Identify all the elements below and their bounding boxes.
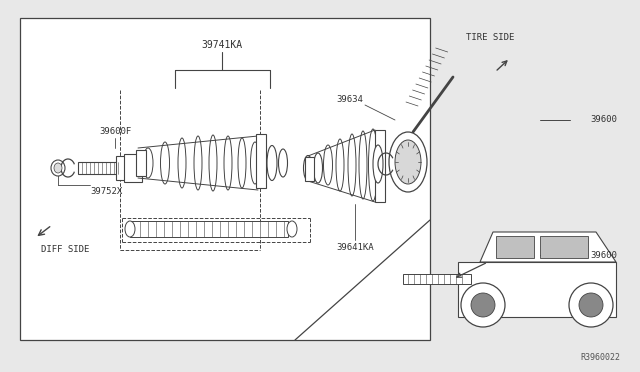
Ellipse shape — [54, 163, 62, 173]
Ellipse shape — [238, 138, 246, 188]
Ellipse shape — [178, 138, 186, 188]
Bar — [20, 18, 430, 340]
Circle shape — [471, 293, 495, 317]
Bar — [130, 221, 288, 237]
Text: 39600F: 39600F — [99, 128, 131, 137]
Ellipse shape — [369, 129, 378, 201]
Text: 39741KA: 39741KA — [202, 40, 243, 50]
Bar — [403, 274, 471, 284]
Ellipse shape — [209, 135, 217, 191]
Ellipse shape — [336, 139, 344, 191]
Ellipse shape — [161, 142, 170, 184]
Ellipse shape — [143, 148, 153, 178]
Text: DIFF SIDE: DIFF SIDE — [41, 246, 89, 254]
Text: R3960022: R3960022 — [580, 353, 620, 362]
Bar — [124, 154, 142, 182]
Ellipse shape — [278, 149, 287, 177]
Text: 39634: 39634 — [337, 96, 364, 105]
Ellipse shape — [224, 136, 232, 190]
Bar — [136, 150, 146, 176]
Circle shape — [569, 283, 613, 327]
Bar — [256, 134, 266, 188]
Ellipse shape — [287, 221, 297, 237]
Ellipse shape — [373, 145, 383, 183]
Ellipse shape — [359, 131, 367, 199]
Ellipse shape — [314, 153, 323, 183]
Ellipse shape — [51, 160, 65, 176]
Polygon shape — [480, 232, 616, 262]
Bar — [116, 156, 130, 180]
Bar — [458, 262, 616, 317]
Text: 39752X: 39752X — [90, 187, 122, 196]
Circle shape — [579, 293, 603, 317]
Ellipse shape — [125, 221, 135, 237]
Ellipse shape — [389, 132, 427, 192]
Circle shape — [461, 283, 505, 327]
Text: TIRE SIDE: TIRE SIDE — [466, 33, 514, 42]
Ellipse shape — [395, 140, 421, 184]
Ellipse shape — [348, 134, 356, 196]
Ellipse shape — [303, 155, 312, 180]
Ellipse shape — [250, 142, 259, 184]
Text: 39600: 39600 — [590, 250, 617, 260]
Bar — [375, 130, 385, 202]
Text: 39641KA: 39641KA — [336, 244, 374, 253]
Ellipse shape — [323, 145, 333, 185]
Bar — [540, 236, 588, 258]
Bar — [78, 162, 126, 174]
Text: 39600: 39600 — [590, 115, 617, 125]
Bar — [496, 236, 534, 258]
Ellipse shape — [194, 136, 202, 190]
Bar — [305, 157, 314, 181]
Ellipse shape — [267, 145, 277, 180]
